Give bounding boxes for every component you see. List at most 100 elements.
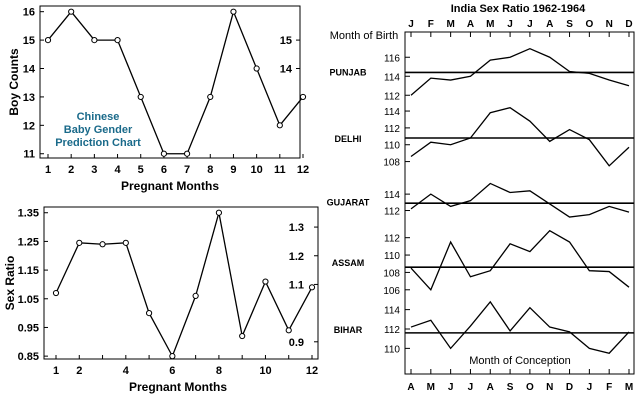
bottom-month-label: F <box>606 382 612 393</box>
bottom-month-label: A <box>487 382 494 393</box>
prediction-chart-annotation: Prediction Chart <box>55 137 141 149</box>
top-month-label: F <box>428 19 434 30</box>
assam-y-tick-label: 106 <box>383 286 400 297</box>
sex-ratio-x-tick-label: 8 <box>216 365 222 377</box>
boy-counts-y-tick-label: 14 <box>23 64 36 76</box>
boy-counts-data-point <box>230 8 237 15</box>
boy-counts-x-tick-label: 6 <box>161 164 167 176</box>
bottom-month-label: J <box>448 382 454 393</box>
delhi-series-line <box>410 106 630 167</box>
boy-counts-data-point <box>253 65 260 72</box>
boy-counts-data-point <box>207 93 214 101</box>
punjab-y-tick-label: 116 <box>384 53 400 64</box>
sex-ratio-data-point <box>76 239 83 246</box>
boy-counts-data-point <box>68 8 75 15</box>
sex-ratio-x-tick-label: 12 <box>306 365 318 377</box>
sex-ratio-x-tick-label: 4 <box>123 365 130 377</box>
bottom-month-label: N <box>546 382 553 393</box>
sex-ratio-y-tick-label: 1.15 <box>18 265 39 277</box>
gujarat-series-line <box>410 182 630 218</box>
sex-ratio-data-point <box>99 241 106 248</box>
boy-counts-x-tick-label: 5 <box>138 164 144 176</box>
boy-counts-x-tick-label: 11 <box>274 164 286 176</box>
delhi-panel-label: DELHI <box>335 134 362 144</box>
top-month-label: A <box>467 19 474 30</box>
top-month-label: A <box>546 19 553 30</box>
boy-counts-data-point <box>299 93 307 101</box>
sex-ratio-plot-area <box>43 206 319 360</box>
boy-counts-data-point <box>44 36 52 44</box>
assam-series-line <box>410 229 630 291</box>
sex-ratio-data-point <box>285 327 292 334</box>
boy-counts-plot-area <box>39 5 301 159</box>
assam-panel-label: ASSAM <box>332 258 365 268</box>
top-month-label: J <box>527 19 533 30</box>
punjab-panel-label: PUNJAB <box>329 68 367 78</box>
bottom-month-label: M <box>625 382 633 393</box>
sex-ratio-x-tick-label: 2 <box>76 365 82 377</box>
boy-counts-data-point <box>91 36 98 44</box>
boy-counts-y-tick-label: 13 <box>23 92 35 104</box>
sex-ratio-y-tick-label: 0.95 <box>18 322 39 334</box>
top-month-label: J <box>408 19 414 30</box>
punjab-y-tick-label: 114 <box>384 72 400 83</box>
assam-y-tick-label: 112 <box>384 234 400 245</box>
boy-counts-data-point <box>160 150 168 157</box>
boy-counts-x-tick-label: 4 <box>114 164 121 176</box>
sex-ratio-data-point <box>145 310 153 317</box>
sex-ratio-x-tick-label: 6 <box>169 365 175 377</box>
sex-ratio-data-point <box>122 239 129 246</box>
bihar-y-tick-label: 112 <box>384 325 400 336</box>
sex-ratio-x-tick-label: 10 <box>259 365 271 377</box>
boy-counts-x-axis-label: Pregnant Months <box>121 179 219 193</box>
prediction-chart-annotation: Baby Gender <box>64 124 133 136</box>
sex-ratio-data-point <box>239 332 246 340</box>
prediction-chart-annotation: Chinese <box>77 111 120 123</box>
boy-counts-x-tick-label: 7 <box>184 164 190 176</box>
top-month-label: M <box>486 19 494 30</box>
bottom-month-label: O <box>526 382 534 393</box>
sex-ratio-y-tick-label: 0.85 <box>18 351 39 363</box>
bihar-panel-label: BIHAR <box>334 325 363 335</box>
boy-counts-y-tick-label: 11 <box>23 149 35 161</box>
boy-counts-data-point <box>137 93 144 101</box>
bihar-series-line <box>410 300 630 354</box>
boy-counts-y-tick-label: 12 <box>23 120 35 132</box>
punjab-y-tick-label: 112 <box>384 91 400 102</box>
boy-counts-x-tick-label: 12 <box>297 164 309 176</box>
delhi-y-tick-label: 112 <box>384 124 400 135</box>
boy-counts-data-point <box>183 150 191 157</box>
boy-counts-x-tick-label: 3 <box>91 164 97 176</box>
sex-ratio-data-point <box>308 284 316 291</box>
sex-ratio-right-tick-label: 0.9 <box>289 337 304 349</box>
top-month-label: N <box>606 19 613 30</box>
bottom-month-label: J <box>468 382 474 393</box>
top-axis-label: Month of Birth <box>330 30 398 42</box>
gujarat-panel-label: GUJARAT <box>327 198 370 208</box>
bottom-axis-label: Month of Conception <box>469 355 571 367</box>
boy-counts-y-tick-label: 15 <box>23 35 35 47</box>
sex-ratio-right-tick-label: 1.3 <box>289 222 304 234</box>
boy-counts-series-line <box>47 9 304 155</box>
boy-counts-right-tick-label: 14 <box>280 64 293 76</box>
bottom-month-label: J <box>587 382 593 393</box>
boy-counts-data-point <box>276 122 283 129</box>
delhi-y-tick-label: 108 <box>383 158 400 169</box>
top-month-label: M <box>446 19 454 30</box>
bihar-y-tick-label: 110 <box>384 344 400 355</box>
top-month-label: J <box>507 19 513 30</box>
boy-counts-x-tick-label: 2 <box>68 164 74 176</box>
punjab-series-line <box>410 47 630 96</box>
sex-ratio-y-axis-label: Sex Ratio <box>3 256 17 311</box>
delhi-y-tick-label: 110 <box>384 141 400 152</box>
bihar-y-tick-label: 114 <box>384 306 400 317</box>
assam-y-tick-label: 108 <box>383 268 400 279</box>
sex-ratio-data-point <box>262 278 269 285</box>
bottom-month-label: S <box>507 382 514 393</box>
boy-counts-x-tick-label: 10 <box>251 164 263 176</box>
sex-ratio-y-tick-label: 1.25 <box>18 236 39 248</box>
gujarat-y-tick-label: 114 <box>384 190 400 201</box>
gujarat-y-tick-label: 112 <box>384 207 400 218</box>
delhi-y-tick-label: 114 <box>384 107 400 118</box>
bottom-month-label: D <box>566 382 573 393</box>
